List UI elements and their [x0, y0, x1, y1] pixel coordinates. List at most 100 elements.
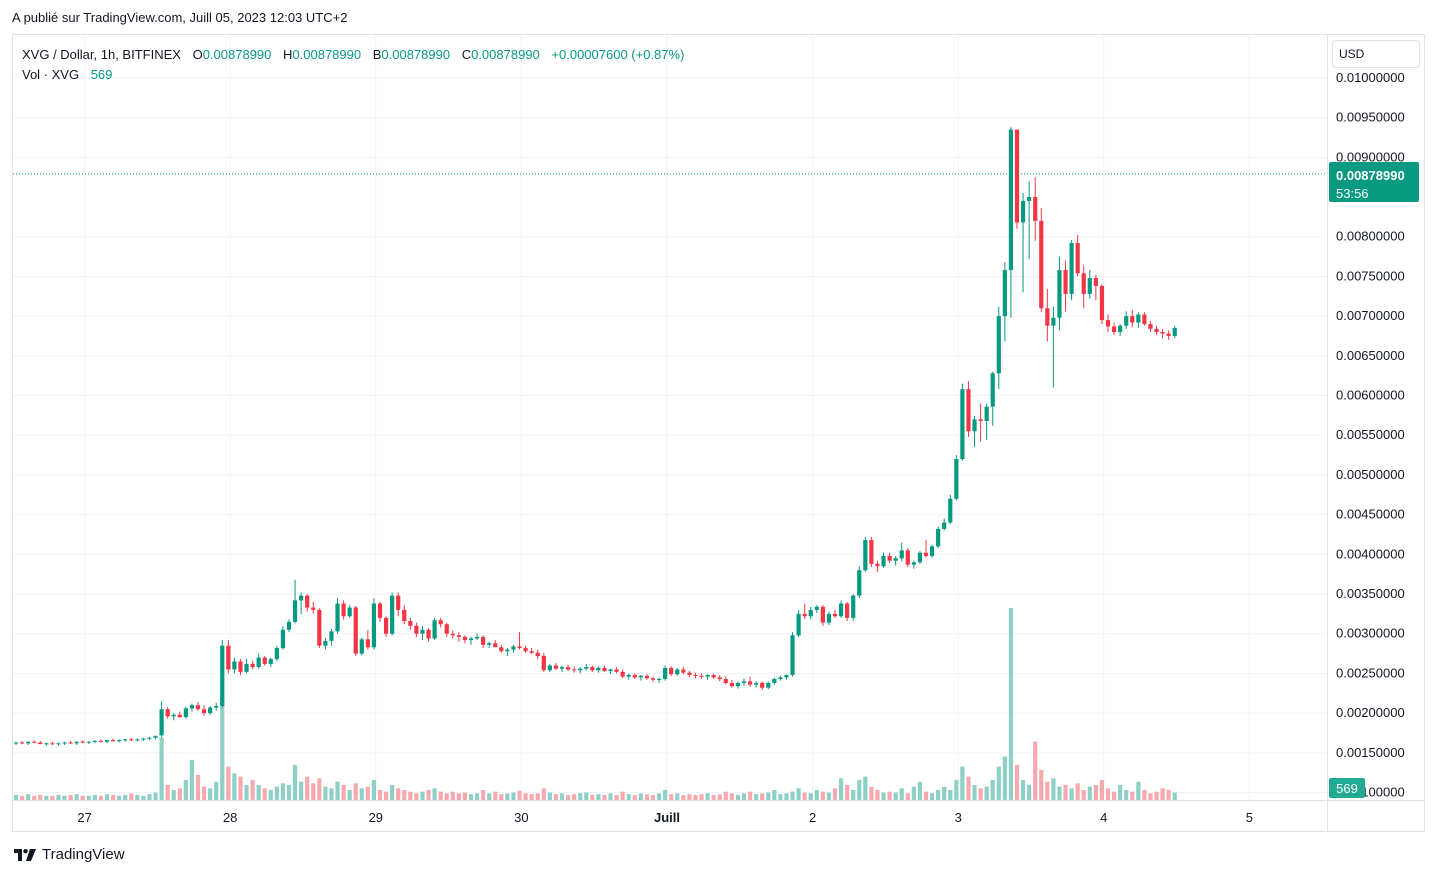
volume-bar — [62, 795, 67, 800]
volume-bar — [135, 794, 140, 800]
volume-bar — [790, 791, 795, 800]
candle-body — [353, 607, 358, 654]
candle-body — [699, 675, 704, 677]
volume-bar — [250, 779, 255, 800]
candle-body — [632, 675, 637, 678]
candle-body — [402, 609, 407, 622]
volume-bar — [462, 792, 468, 800]
volume-bar — [832, 788, 838, 800]
volume-bar — [966, 776, 971, 800]
volume-bar — [572, 794, 577, 800]
volume-bar — [371, 779, 377, 800]
volume-bar — [559, 793, 565, 800]
volume-bar — [529, 794, 534, 800]
volume-bar — [1111, 791, 1117, 800]
volume-bar — [80, 795, 85, 800]
candle-body — [717, 677, 722, 679]
volume-bar — [262, 788, 267, 800]
candle-body — [159, 709, 164, 736]
candle-body — [875, 563, 880, 567]
candle-body — [499, 647, 504, 652]
volume-bar — [353, 783, 358, 800]
volume-bar — [638, 793, 643, 800]
volume-bar — [911, 786, 916, 800]
time-tick-label: 27 — [77, 810, 91, 825]
candle-body — [1075, 243, 1080, 274]
candle-body — [547, 665, 552, 671]
candle-body — [274, 648, 279, 660]
candle-body — [911, 562, 916, 565]
candle-body — [663, 667, 668, 679]
candle-body — [796, 613, 801, 636]
volume-bar — [1166, 789, 1171, 800]
volume-bar — [596, 794, 601, 800]
time-tick-label: Juill — [654, 810, 680, 825]
candle-body — [1027, 197, 1032, 202]
volume-bar — [256, 784, 261, 800]
volume-bar — [195, 774, 201, 800]
volume-bar — [553, 794, 559, 800]
candle-body — [56, 743, 61, 745]
legend-high: 0.00878990 — [292, 47, 362, 62]
volume-tag — [1329, 778, 1365, 798]
volume-bar — [468, 794, 474, 800]
price-tick-label: 0.00650000 — [1336, 348, 1405, 363]
currency-button[interactable]: USD — [1332, 40, 1420, 68]
tradingview-logo[interactable]: TradingView — [14, 846, 125, 863]
time-tick-label: 29 — [369, 810, 383, 825]
candle-body — [608, 669, 613, 672]
candle-body — [195, 705, 201, 710]
candle-body — [899, 550, 904, 559]
candle-body — [984, 406, 989, 421]
volume-bar — [845, 784, 850, 800]
candle-body — [341, 603, 346, 617]
candle-body — [19, 742, 25, 744]
volume-bar — [1142, 789, 1147, 800]
price-tick-label: 0.00550000 — [1336, 427, 1405, 442]
candle-body — [523, 648, 528, 652]
candle-body — [456, 635, 461, 637]
candle-body — [881, 555, 886, 567]
candle-body — [438, 620, 443, 625]
candle-body — [98, 740, 104, 742]
candle-body — [656, 678, 662, 680]
candle-body — [1045, 308, 1050, 326]
volume-bar — [19, 795, 25, 800]
chart-frame[interactable] — [12, 34, 1425, 832]
volume-bar — [474, 793, 480, 800]
volume-bar — [1130, 791, 1135, 800]
volume-bar — [565, 794, 571, 800]
candle-body — [317, 609, 322, 646]
time-tick-label: 28 — [223, 810, 237, 825]
volume-bar — [450, 791, 455, 800]
candle-body — [238, 661, 243, 672]
candle-body — [305, 595, 310, 608]
legend-open-label: O — [192, 47, 203, 62]
candle-body — [766, 682, 771, 688]
time-tick-label: 3 — [955, 810, 962, 825]
volume-bar — [493, 791, 498, 800]
candle-body — [535, 652, 540, 656]
volume-bar — [669, 794, 674, 800]
volume-bar — [978, 788, 983, 800]
volume-bar — [74, 794, 79, 800]
candle-body — [1002, 270, 1007, 317]
volume-bar — [899, 788, 904, 800]
price-tick-label: 0.00800000 — [1336, 229, 1405, 244]
volume-bar — [923, 791, 929, 800]
volume-bar — [317, 778, 322, 800]
price-tick-label: 0.00700000 — [1336, 308, 1405, 323]
volume-bar — [110, 794, 116, 800]
candle-body — [614, 669, 619, 672]
candle-body — [256, 657, 261, 668]
candle-body — [1148, 324, 1153, 329]
volume-bar — [414, 793, 419, 800]
volume-bar — [153, 792, 158, 800]
legend-open: 0.00878990 — [202, 47, 272, 62]
volume-bar — [98, 795, 104, 800]
price-countdown: 53:56 — [1336, 186, 1369, 201]
candle-body — [1154, 328, 1159, 333]
volume-bar — [383, 791, 389, 800]
candle-body — [729, 682, 734, 687]
